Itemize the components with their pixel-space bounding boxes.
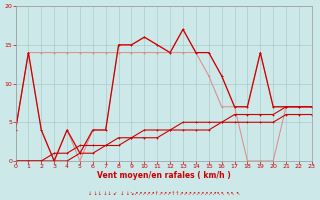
X-axis label: Vent moyen/en rafales ( km/h ): Vent moyen/en rafales ( km/h ) [97,171,230,180]
Text: ↓ ↓↓ ↓↓ ↙  ↓ ↓↘↗↗↗↗↗↑↗↗↗↑↑↗↗↗↗↗↗↗↗↗↖↖ ↖↖ ↖: ↓ ↓↓ ↓↓ ↙ ↓ ↓↘↗↗↗↗↗↑↗↗↗↑↑↗↗↗↗↗↗↗↗↗↖↖ ↖↖ … [88,191,240,196]
